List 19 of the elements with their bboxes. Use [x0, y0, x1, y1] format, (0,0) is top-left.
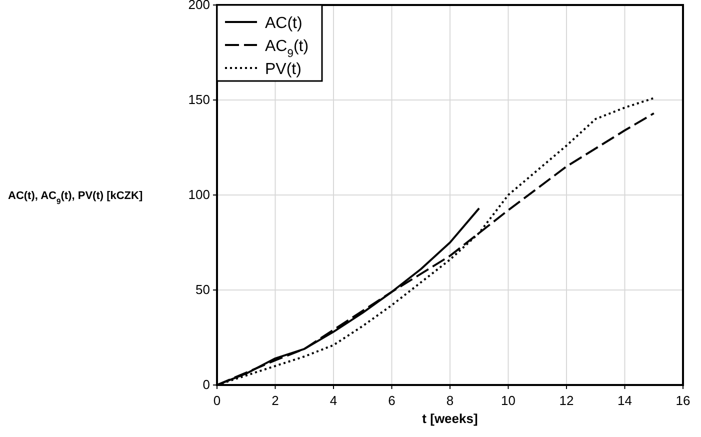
x-tick-label: 14 [618, 393, 632, 408]
legend-label: PV(t) [265, 61, 302, 78]
x-tick-label: 10 [501, 393, 516, 408]
x-tick-label: 4 [330, 393, 338, 408]
x-tick-label: 0 [213, 393, 221, 408]
x-tick-label: 2 [272, 393, 279, 408]
y-tick-label: 50 [196, 282, 210, 297]
x-tick-label: 8 [446, 393, 454, 408]
x-tick-label: 16 [676, 393, 690, 408]
x-axis-title: t [weeks] [422, 411, 478, 426]
x-tick-label: 12 [559, 393, 574, 408]
y-tick-label: 100 [188, 187, 210, 202]
y-tick-label: 0 [202, 377, 210, 392]
y-axis-title: AC(t), AC$_{9}$(t), PV(t) [kCZK] [8, 190, 143, 206]
legend-label: AC(t) [265, 15, 302, 32]
x-tick-label: 6 [388, 393, 396, 408]
y-tick-label: 150 [188, 92, 210, 107]
y-tick-label: 200 [188, 0, 210, 12]
legend-label: AC$_{9}$(t) [265, 38, 309, 60]
